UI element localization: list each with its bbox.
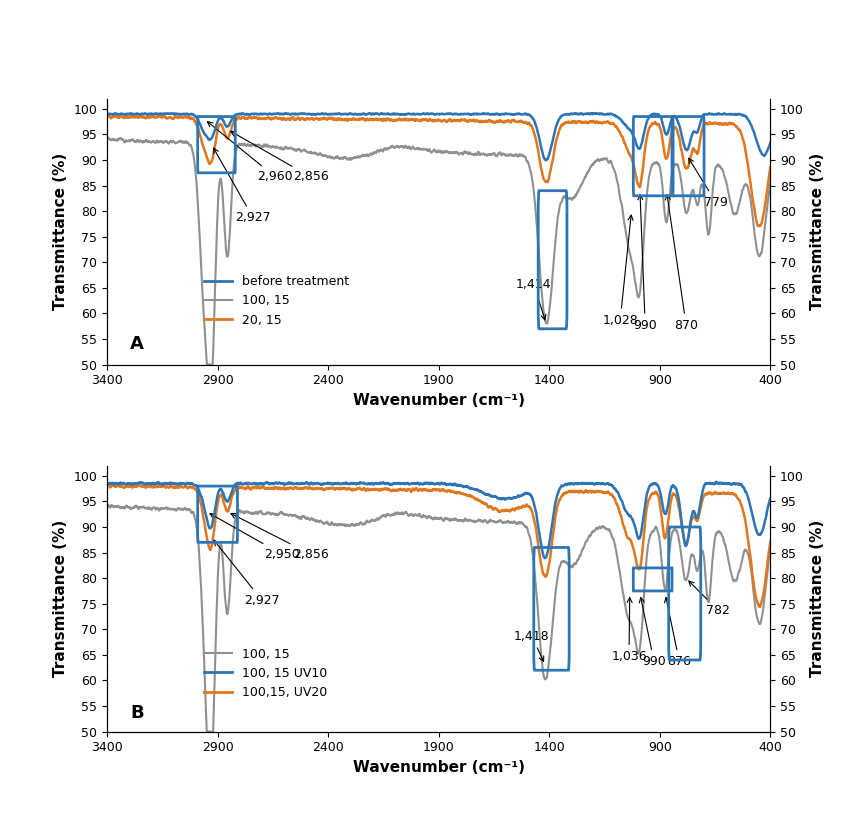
Legend: 100, 15, 100, 15 UV10, 100,15, UV20: 100, 15, 100, 15 UV10, 100,15, UV20 bbox=[199, 643, 332, 704]
Text: 2,856: 2,856 bbox=[231, 132, 329, 183]
Text: 870: 870 bbox=[665, 195, 698, 332]
Text: 782: 782 bbox=[689, 581, 730, 617]
Text: 2,950: 2,950 bbox=[210, 514, 300, 561]
Y-axis label: Transmittance (%): Transmittance (%) bbox=[53, 520, 68, 677]
Text: A: A bbox=[130, 335, 144, 353]
Y-axis label: Transmittance (%): Transmittance (%) bbox=[810, 520, 824, 677]
Text: 1,028: 1,028 bbox=[603, 215, 638, 326]
Text: 1,036: 1,036 bbox=[611, 598, 647, 663]
Text: 1,414: 1,414 bbox=[516, 278, 551, 320]
Y-axis label: Transmittance (%): Transmittance (%) bbox=[810, 153, 824, 310]
X-axis label: Wavenumber (cm⁻¹): Wavenumber (cm⁻¹) bbox=[353, 393, 525, 408]
Text: 990: 990 bbox=[639, 598, 666, 668]
Text: 1,418: 1,418 bbox=[514, 630, 550, 662]
Text: 990: 990 bbox=[633, 195, 657, 332]
Text: 2,960: 2,960 bbox=[207, 122, 293, 183]
Y-axis label: Transmittance (%): Transmittance (%) bbox=[53, 153, 68, 310]
Text: 779: 779 bbox=[689, 159, 728, 209]
Text: 2,927: 2,927 bbox=[214, 540, 280, 607]
Text: 2,856: 2,856 bbox=[231, 514, 329, 561]
X-axis label: Wavenumber (cm⁻¹): Wavenumber (cm⁻¹) bbox=[353, 760, 525, 775]
Text: 876: 876 bbox=[664, 598, 692, 668]
Legend: before treatment, 100, 15, 20, 15: before treatment, 100, 15, 20, 15 bbox=[199, 270, 354, 332]
Text: 2,927: 2,927 bbox=[214, 148, 270, 224]
Text: B: B bbox=[130, 704, 144, 723]
